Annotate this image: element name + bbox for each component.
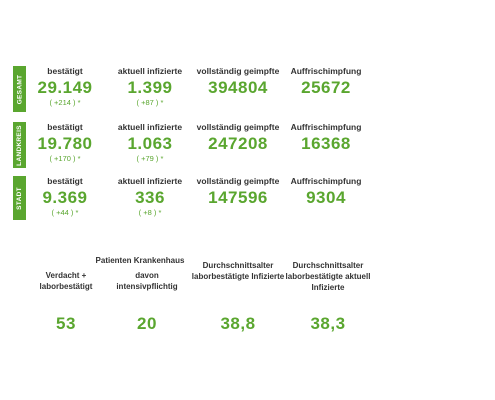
stat-label: Durchschnittsalter laborbestätigte aktue… <box>285 261 371 292</box>
stat-label: vollständig geimpfte <box>196 66 280 76</box>
hospital-heading: Patienten Krankenhaus <box>95 256 185 265</box>
stat-value: 25672 <box>301 78 351 97</box>
stats-row-gesamt: GESAMT bestätigt 29.149 ( +214 ) * aktue… <box>0 66 495 116</box>
stat-value: 9.369 <box>42 188 88 207</box>
stat-delta: ( +214 ) * <box>49 98 81 107</box>
stat-value: 1.063 <box>127 134 173 153</box>
stat-vaccinated: vollständig geimpfte 394804 <box>192 66 284 97</box>
stat-value: 29.149 <box>37 78 93 97</box>
stat-active: aktuell infizierte 1.399 ( +87 ) * <box>108 66 192 108</box>
stat-label: Auffrischimpfung <box>290 122 362 132</box>
stat-label: Auffrischimpfung <box>290 66 362 76</box>
row-label-gesamt: GESAMT <box>13 66 26 112</box>
avg-age-active: Durchschnittsalter laborbestätigte aktue… <box>279 260 377 350</box>
hospital-icu: davon intensivpflichtig 20 <box>112 270 182 350</box>
stat-booster: Auffrischimpfung 9304 <box>283 176 369 207</box>
stat-value: 19.780 <box>37 134 93 153</box>
stat-label: aktuell infizierte <box>117 66 183 76</box>
stat-label: Auffrischimpfung <box>290 176 362 186</box>
stat-value: 9304 <box>306 188 346 207</box>
stat-value: 336 <box>135 188 165 207</box>
stat-confirmed: bestätigt 29.149 ( +214 ) * <box>30 66 100 108</box>
stats-row-landkreis: LANDKREIS bestätigt 19.780 ( +170 ) * ak… <box>0 122 495 172</box>
stat-value: 38,8 <box>220 314 256 333</box>
stat-label: bestätigt <box>47 66 83 76</box>
stat-delta: ( +44 ) * <box>51 208 79 217</box>
stat-label: vollständig geimpfte <box>196 176 280 186</box>
stat-value: 53 <box>56 314 76 333</box>
stat-value: 247208 <box>208 134 268 153</box>
stat-booster: Auffrischimpfung 16368 <box>283 122 369 153</box>
stat-booster: Auffrischimpfung 25672 <box>283 66 369 97</box>
stats-row-stadt: STADT bestätigt 9.369 ( +44 ) * aktuell … <box>0 176 495 226</box>
row-label-text: LANDKREIS <box>16 124 23 166</box>
stat-label: aktuell infizierte <box>117 176 183 186</box>
stat-vaccinated: vollständig geimpfte 247208 <box>192 122 284 153</box>
stat-active: aktuell infizierte 336 ( +8 ) * <box>108 176 192 218</box>
stat-label: davon intensivpflichtig <box>116 271 178 291</box>
stat-label: aktuell infizierte <box>117 122 183 132</box>
avg-age-confirmed: Durchschnittsalter laborbestätigte Infiz… <box>190 260 286 350</box>
stat-value: 147596 <box>208 188 268 207</box>
row-label-text: GESAMT <box>16 74 24 104</box>
stat-value: 1.399 <box>127 78 173 97</box>
stat-delta: ( +79 ) * <box>136 154 164 163</box>
stat-vaccinated: vollständig geimpfte 147596 <box>192 176 284 207</box>
row-label-stadt: STADT <box>13 176 26 220</box>
stat-value: 16368 <box>301 134 351 153</box>
stat-delta: ( +170 ) * <box>49 154 81 163</box>
stat-confirmed: bestätigt 9.369 ( +44 ) * <box>30 176 100 218</box>
stat-label: bestätigt <box>47 176 83 186</box>
stat-value: 394804 <box>208 78 268 97</box>
stat-value: 20 <box>137 314 157 333</box>
stat-value: 38,3 <box>310 314 346 333</box>
stat-label: Durchschnittsalter laborbestätigte Infiz… <box>191 261 285 281</box>
stat-label: vollständig geimpfte <box>196 122 280 132</box>
stat-delta: ( +87 ) * <box>136 98 164 107</box>
row-label-text: STADT <box>16 186 23 210</box>
stat-active: aktuell infizierte 1.063 ( +79 ) * <box>108 122 192 164</box>
stat-confirmed: bestätigt 19.780 ( +170 ) * <box>30 122 100 164</box>
stat-label: Verdacht + laborbestätigt <box>39 271 93 291</box>
hospital-suspected: Verdacht + laborbestätigt 53 <box>34 270 98 350</box>
row-label-landkreis: LANDKREIS <box>13 122 26 168</box>
stat-label: bestätigt <box>47 122 83 132</box>
stat-delta: ( +8 ) * <box>138 208 162 217</box>
